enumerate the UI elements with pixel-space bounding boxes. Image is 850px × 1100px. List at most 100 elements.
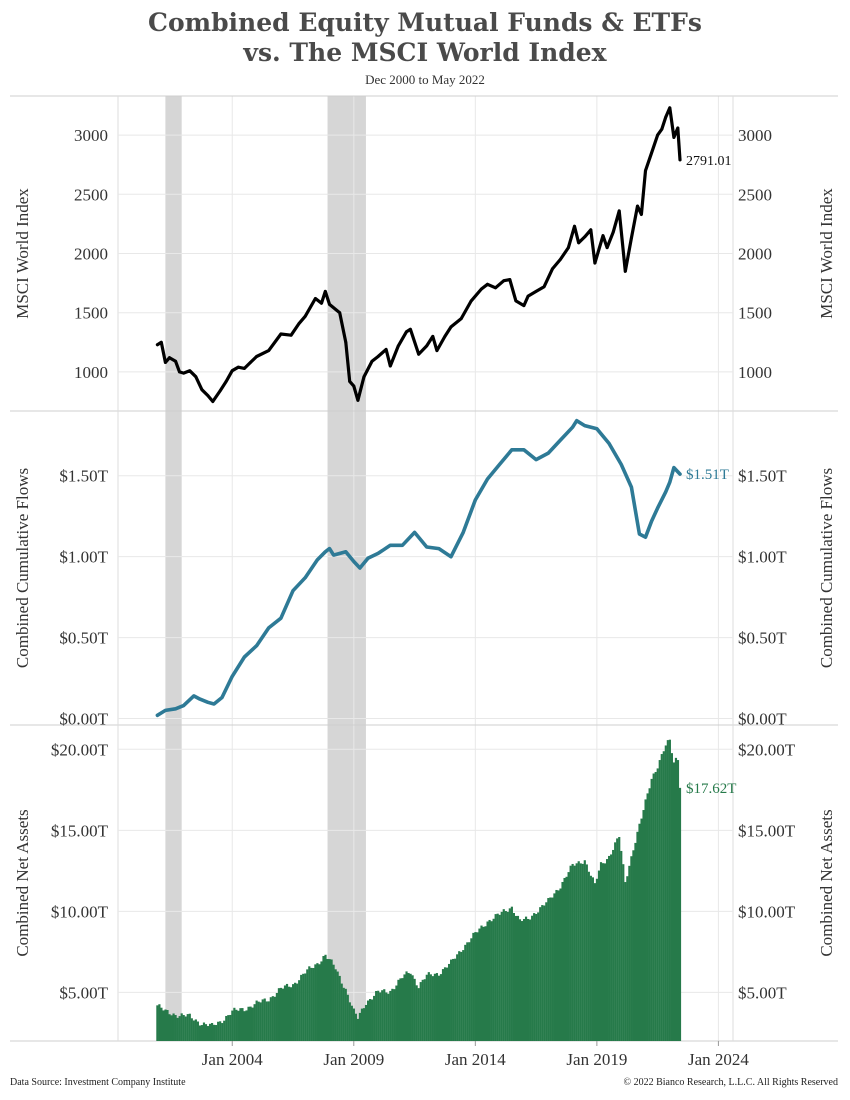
net-assets-bar bbox=[265, 1001, 268, 1041]
data-point bbox=[577, 241, 581, 245]
data-point bbox=[220, 696, 224, 699]
net-assets-bar bbox=[429, 974, 432, 1041]
net-assets-bar bbox=[385, 992, 388, 1041]
net-assets-bar bbox=[603, 863, 607, 1041]
data-point bbox=[437, 547, 441, 550]
data-point bbox=[344, 550, 348, 554]
net-assets-bar bbox=[320, 961, 323, 1041]
net-assets-bar bbox=[494, 914, 497, 1041]
net-assets-bar bbox=[654, 771, 657, 1041]
data-point bbox=[559, 438, 562, 442]
net-assets-bar bbox=[344, 988, 347, 1041]
data-point bbox=[486, 477, 489, 481]
data-point bbox=[583, 424, 587, 427]
data-point bbox=[417, 352, 421, 356]
net-assets-bar bbox=[474, 932, 477, 1041]
data-point bbox=[323, 289, 327, 293]
data-point bbox=[291, 589, 295, 593]
data-point bbox=[486, 282, 489, 286]
net-assets-bar bbox=[662, 751, 665, 1041]
net-assets-bar bbox=[182, 1015, 185, 1041]
data-point bbox=[376, 355, 380, 358]
data-point bbox=[159, 340, 163, 344]
net-assets-bar bbox=[257, 1001, 260, 1041]
data-point bbox=[212, 702, 216, 706]
data-point bbox=[370, 359, 374, 363]
data-point bbox=[619, 463, 623, 466]
y-tick-label-right: 1500 bbox=[738, 304, 772, 323]
x-tick-label: Jan 2009 bbox=[323, 1050, 384, 1069]
net-assets-bar bbox=[314, 964, 317, 1041]
net-assets-bar bbox=[573, 865, 576, 1041]
net-assets-bar bbox=[356, 1018, 360, 1041]
net-assets-bar bbox=[616, 838, 619, 1041]
net-assets-bar bbox=[488, 919, 491, 1041]
data-point bbox=[480, 287, 483, 291]
net-assets-bar bbox=[403, 974, 406, 1041]
net-assets-bar bbox=[383, 989, 386, 1041]
net-assets-bar bbox=[518, 919, 522, 1041]
net-assets-bar bbox=[306, 969, 309, 1041]
x-tick-label: Jan 2019 bbox=[566, 1050, 627, 1069]
net-assets-bar bbox=[551, 897, 554, 1041]
data-point bbox=[550, 267, 554, 271]
data-point bbox=[510, 448, 514, 452]
net-assets-bar bbox=[271, 996, 274, 1041]
net-assets-bar bbox=[486, 921, 489, 1041]
data-point bbox=[348, 379, 352, 383]
chart-title: Combined Equity Mutual Funds & ETFs vs. … bbox=[0, 8, 850, 68]
y-tick-label-left: $20.00T bbox=[51, 740, 109, 759]
data-point bbox=[595, 427, 599, 431]
y-axis-title-right: Combined Net Assets bbox=[817, 809, 836, 956]
y-tick-label-right: $1.50T bbox=[738, 467, 787, 486]
net-assets-bar bbox=[221, 1023, 224, 1041]
y-tick-label-right: $0.50T bbox=[738, 629, 787, 648]
y-tick-label-right: 2000 bbox=[738, 245, 772, 264]
net-assets-bar bbox=[541, 905, 544, 1041]
data-point bbox=[206, 700, 210, 704]
net-assets-bar bbox=[166, 1009, 169, 1041]
net-assets-bar bbox=[160, 1007, 163, 1041]
net-assets-bar bbox=[210, 1022, 214, 1041]
data-point bbox=[200, 388, 204, 392]
net-assets-bar bbox=[648, 788, 651, 1041]
net-assets-bar bbox=[247, 1006, 250, 1041]
y-tick-label-left: $1.50T bbox=[59, 467, 108, 486]
net-assets-bar bbox=[508, 908, 511, 1041]
data-point bbox=[255, 644, 258, 648]
chart-subtitle: Dec 2000 to May 2022 bbox=[365, 72, 485, 87]
y-tick-label-right: 3000 bbox=[738, 126, 772, 145]
net-assets-bar bbox=[569, 865, 572, 1041]
data-point bbox=[236, 365, 240, 369]
net-assets-bar bbox=[296, 983, 299, 1041]
net-assets-bar bbox=[510, 906, 513, 1041]
net-assets-bar bbox=[571, 863, 574, 1041]
net-assets-bar bbox=[312, 968, 315, 1041]
data-point bbox=[328, 547, 331, 550]
net-assets-bar bbox=[338, 975, 341, 1041]
y-axis-title-right: Combined Cumulative Flows bbox=[817, 468, 836, 668]
net-assets-bar bbox=[401, 978, 404, 1041]
net-assets-bar bbox=[208, 1023, 212, 1041]
data-point bbox=[174, 707, 178, 711]
data-point bbox=[605, 246, 609, 249]
data-point bbox=[198, 697, 202, 701]
net-assets-bar bbox=[626, 876, 629, 1041]
data-point bbox=[522, 304, 526, 308]
net-assets-bar bbox=[555, 889, 558, 1041]
data-point bbox=[194, 375, 198, 379]
data-point bbox=[573, 224, 576, 228]
y-tick-label-right: $20.00T bbox=[738, 740, 796, 759]
net-assets-bar bbox=[628, 865, 631, 1041]
data-point bbox=[617, 209, 621, 213]
data-point bbox=[435, 349, 439, 353]
net-assets-bar bbox=[445, 967, 449, 1041]
series-end-label: $1.51T bbox=[686, 467, 729, 483]
net-assets-bar bbox=[417, 988, 420, 1041]
net-assets-bar bbox=[640, 818, 643, 1041]
data-point bbox=[459, 317, 463, 321]
net-assets-bar bbox=[567, 872, 570, 1041]
net-assets-bar bbox=[652, 773, 655, 1041]
net-assets-bar bbox=[174, 1015, 177, 1041]
net-assets-bar bbox=[261, 999, 264, 1041]
